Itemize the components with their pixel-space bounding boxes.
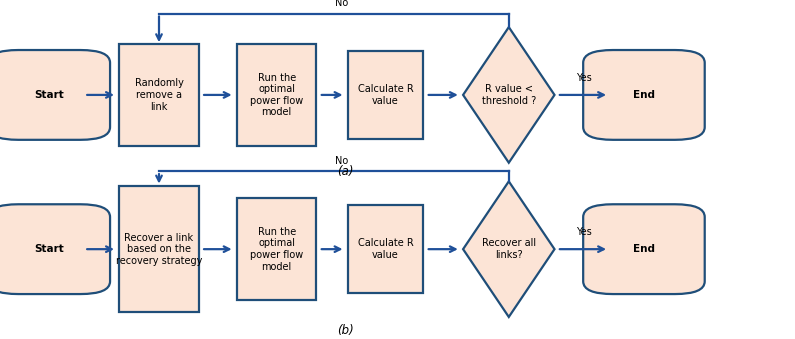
Text: Recover all
links?: Recover all links? [482,238,536,260]
Text: No: No [335,0,348,8]
FancyBboxPatch shape [0,204,110,294]
FancyBboxPatch shape [584,204,704,294]
Text: End: End [633,244,655,254]
Polygon shape [463,181,555,317]
Text: R value <
threshold ?: R value < threshold ? [482,84,536,106]
Text: Randomly
remove a
link: Randomly remove a link [134,78,184,112]
Polygon shape [463,27,555,163]
Text: (a): (a) [338,165,354,178]
FancyBboxPatch shape [119,186,199,312]
FancyBboxPatch shape [584,50,704,140]
Text: Start: Start [34,90,64,100]
Text: Calculate R
value: Calculate R value [358,238,413,260]
Text: No: No [335,156,348,166]
Text: Calculate R
value: Calculate R value [358,84,413,106]
FancyBboxPatch shape [348,51,423,139]
Text: Start: Start [34,244,64,254]
Text: Yes: Yes [576,227,592,237]
FancyBboxPatch shape [0,50,110,140]
Text: Run the
optimal
power flow
model: Run the optimal power flow model [250,227,303,272]
Text: Run the
optimal
power flow
model: Run the optimal power flow model [250,73,303,117]
FancyBboxPatch shape [237,44,316,146]
FancyBboxPatch shape [119,44,199,146]
Text: Yes: Yes [576,73,592,83]
Text: End: End [633,90,655,100]
FancyBboxPatch shape [237,198,316,300]
Text: (b): (b) [337,324,355,337]
Text: Recover a link
based on the
recovery strategy: Recover a link based on the recovery str… [116,233,202,266]
FancyBboxPatch shape [348,205,423,293]
